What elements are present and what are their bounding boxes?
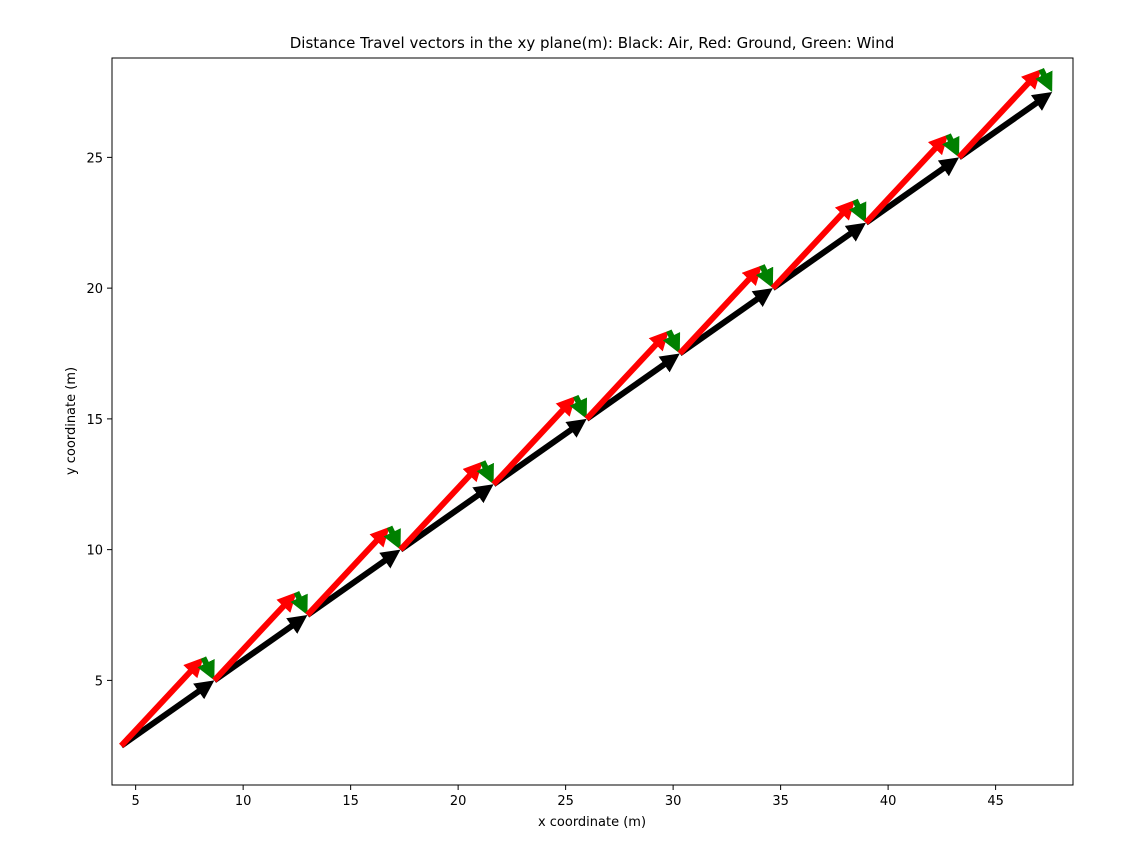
ground-vector-arrow xyxy=(584,330,669,421)
y-tick-label: 5 xyxy=(95,674,103,689)
ground-vector-arrow xyxy=(398,461,483,552)
ground-vector-arrow xyxy=(212,592,297,683)
ground-vector-arrow xyxy=(305,526,390,618)
x-tick-label: 25 xyxy=(557,794,574,809)
y-tick-label: 20 xyxy=(86,282,103,297)
y-tick-label: 25 xyxy=(86,151,103,166)
wind-vector-arrow xyxy=(569,394,588,419)
wind-vector-arrow xyxy=(197,656,215,681)
wind-vector-arrow xyxy=(290,590,308,616)
air-vector-arrow xyxy=(491,418,587,487)
air-vector-arrow xyxy=(212,615,308,683)
wind-vector-arrow xyxy=(383,525,401,550)
x-tick-label: 5 xyxy=(132,794,140,809)
ground-vector-arrow xyxy=(119,657,204,748)
wind-vector-arrow xyxy=(942,133,960,158)
vector-arrows xyxy=(119,67,1053,749)
y-tick-label: 10 xyxy=(86,544,103,559)
x-axis-label: x coordinate (m) xyxy=(538,815,646,830)
wind-vector-arrow xyxy=(755,264,774,289)
air-vector-arrow xyxy=(305,549,401,618)
ground-vector-arrow xyxy=(956,69,1042,160)
x-tick-label: 45 xyxy=(987,794,1004,809)
x-tick-label: 15 xyxy=(342,794,359,809)
air-vector-arrow xyxy=(584,353,680,422)
y-tick-label: 15 xyxy=(86,413,103,428)
air-vector-arrow xyxy=(678,288,773,356)
wind-vector-arrow xyxy=(1035,67,1053,92)
air-vector-arrow xyxy=(957,91,1053,160)
wind-vector-arrow xyxy=(848,198,867,223)
air-vector-arrow xyxy=(864,157,960,226)
chart-title: Distance Travel vectors in the xy plane(… xyxy=(290,34,895,52)
wind-vector-arrow xyxy=(476,460,494,485)
x-tick-label: 10 xyxy=(235,794,252,809)
air-vector-arrow xyxy=(119,680,215,749)
air-vector-arrow xyxy=(398,484,494,553)
x-tick-label: 30 xyxy=(665,794,682,809)
ground-vector-arrow xyxy=(770,200,856,291)
x-tick-label: 40 xyxy=(880,794,897,809)
ground-vector-arrow xyxy=(863,134,949,225)
x-tick-label: 35 xyxy=(772,794,789,809)
ground-vector-arrow xyxy=(491,396,576,487)
y-axis-ticks: 5 10 15 20 25 xyxy=(86,151,112,689)
x-tick-label: 20 xyxy=(450,794,467,809)
wind-vector-arrow xyxy=(662,329,681,354)
y-axis-label: y coordinate (m) xyxy=(64,367,79,475)
plot-area xyxy=(111,57,1074,786)
air-vector-arrow xyxy=(771,222,866,291)
x-axis-ticks: 5 10 15 20 25 30 35 40 45 xyxy=(132,785,1004,809)
ground-vector-arrow xyxy=(677,265,762,356)
